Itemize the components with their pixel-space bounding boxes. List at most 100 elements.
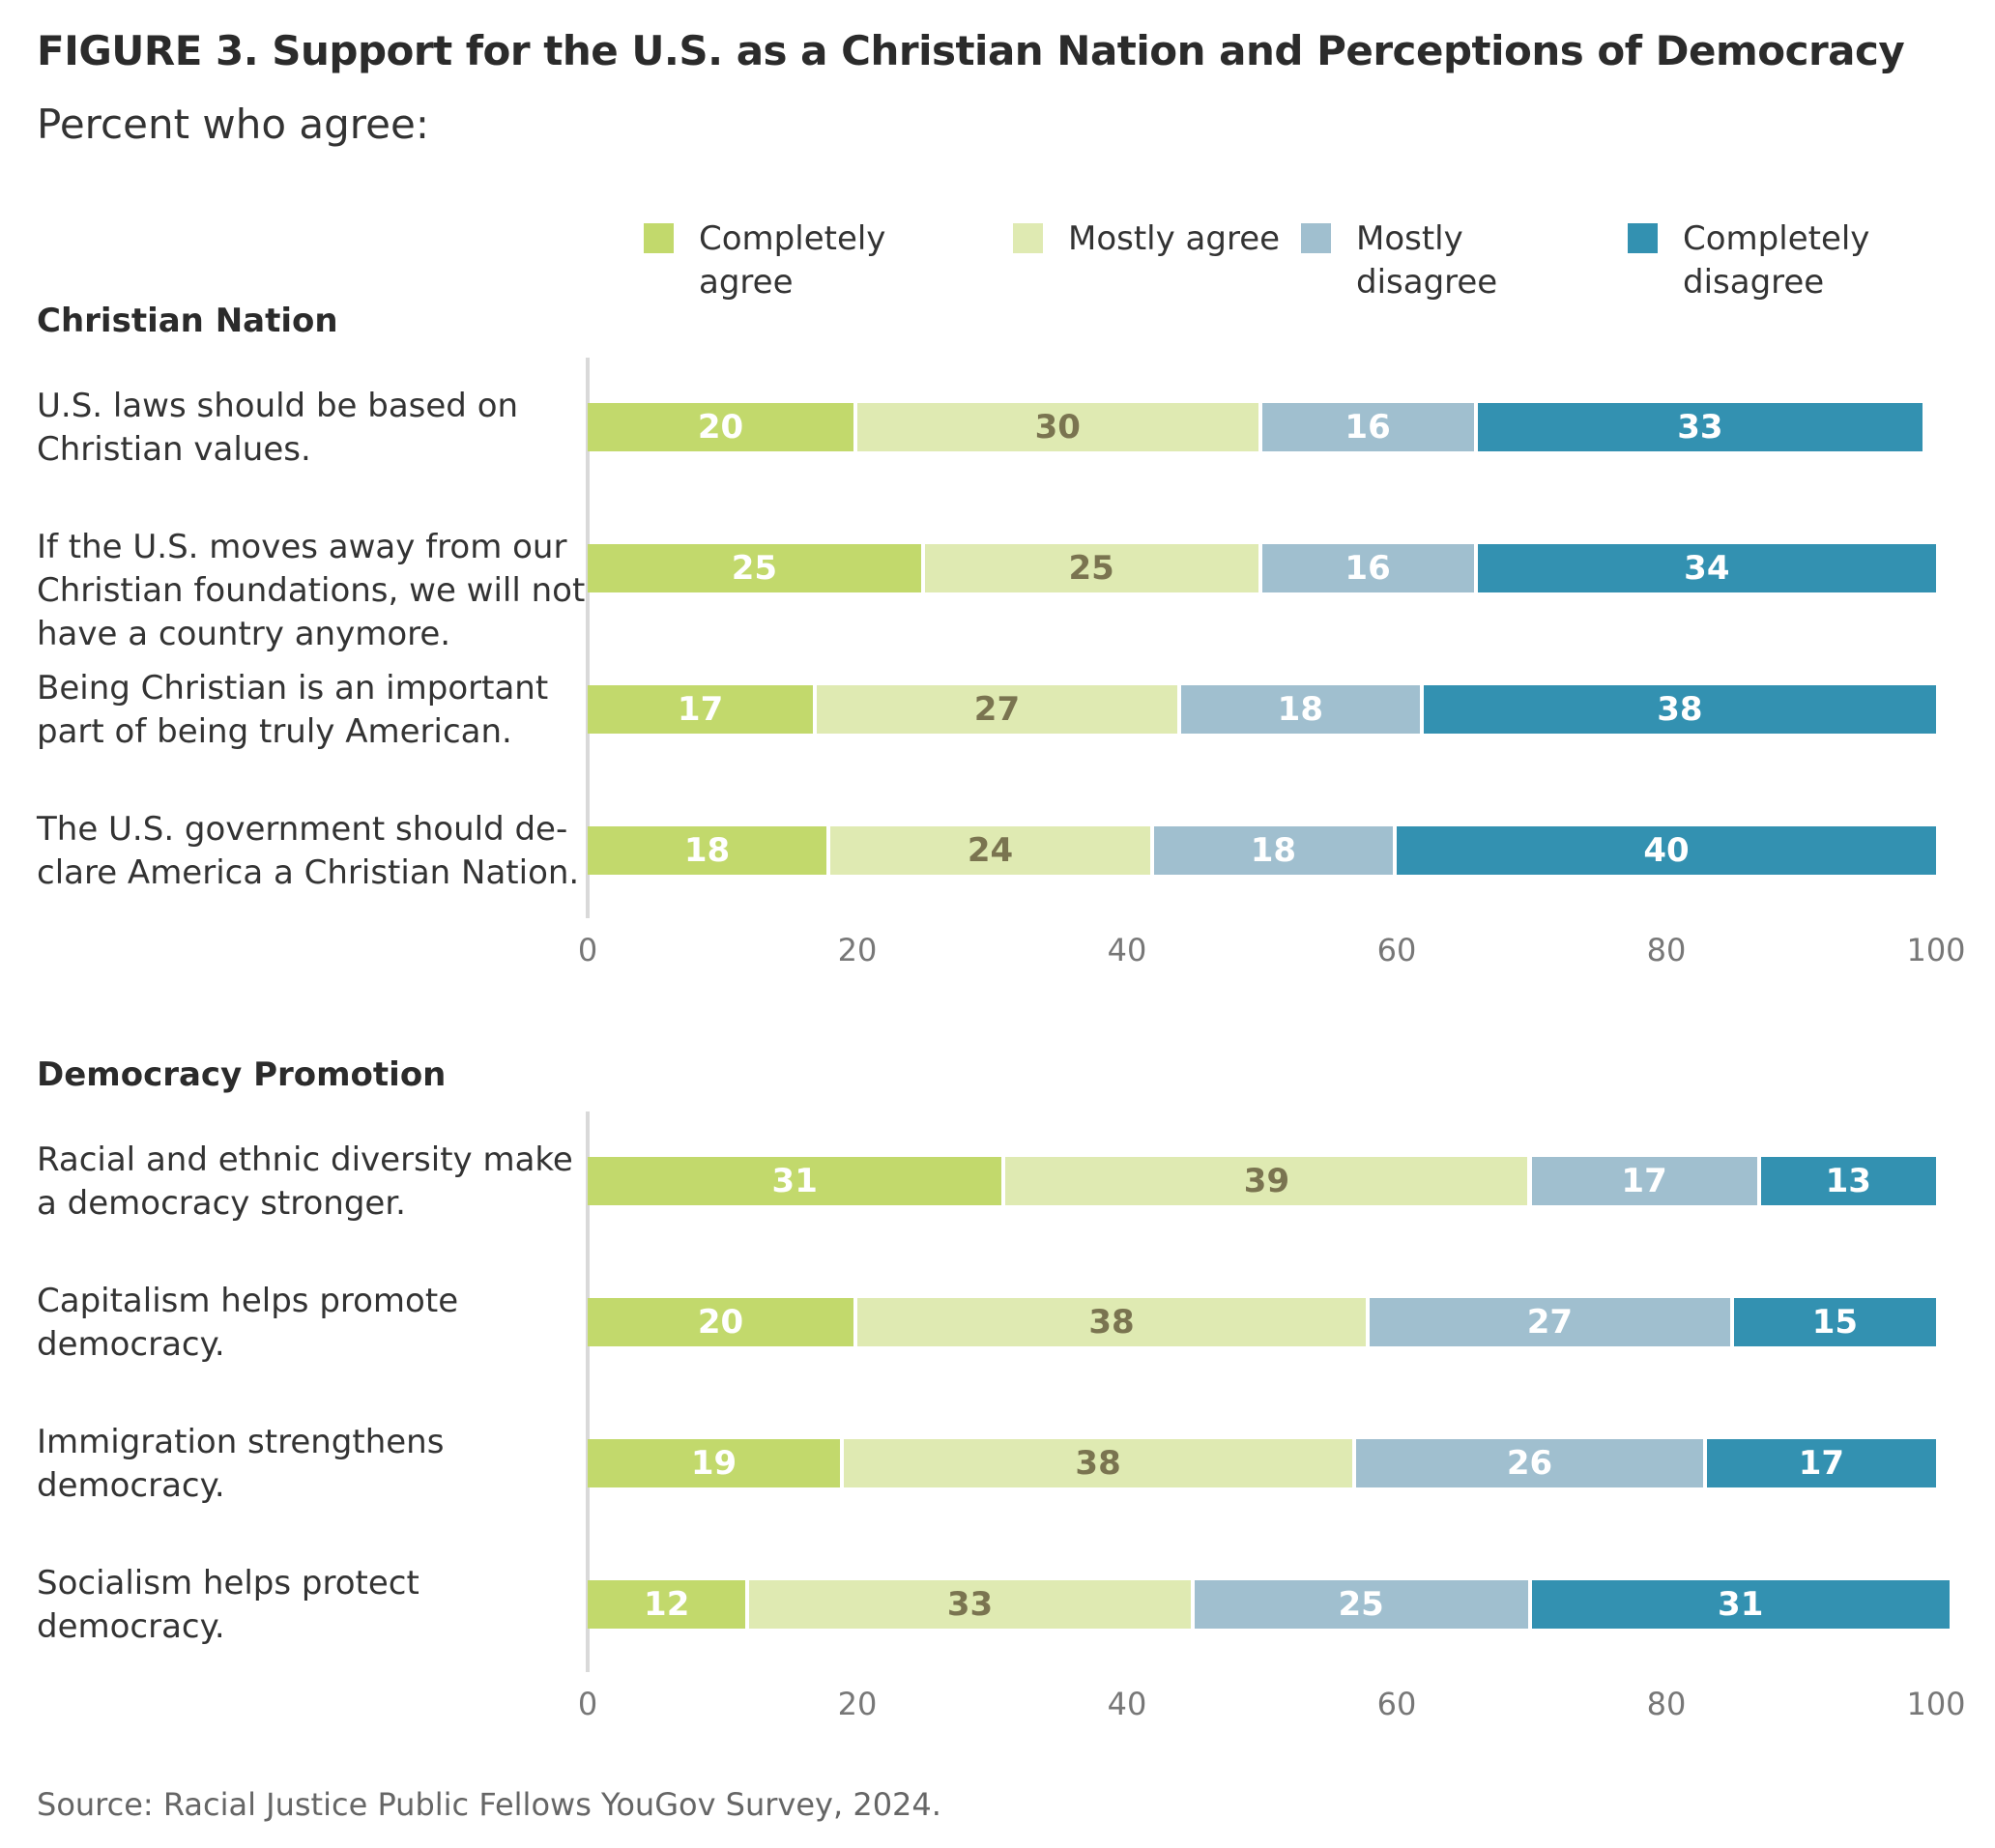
category-label: The U.S. government should de-clare Amer… xyxy=(37,810,580,892)
data-label: 20 xyxy=(697,408,744,447)
data-label: 30 xyxy=(1034,408,1081,447)
data-label: 18 xyxy=(1250,831,1297,870)
bar-segment-completely-disagree: 31 xyxy=(1531,1580,1950,1629)
data-label: 16 xyxy=(1344,549,1391,588)
x-tick-label: 100 xyxy=(1906,1686,1966,1722)
data-label: 18 xyxy=(1277,690,1323,729)
data-label: 16 xyxy=(1344,408,1391,447)
data-label: 13 xyxy=(1825,1162,1871,1200)
bar-segment-mostly-disagree: 17 xyxy=(1531,1157,1761,1205)
data-label: 17 xyxy=(1621,1162,1667,1200)
chart-subtitle: Percent who agree: xyxy=(37,101,429,148)
legend-swatch-mostly-agree xyxy=(1013,223,1043,253)
x-tick-label: 0 xyxy=(577,1686,598,1722)
legend-swatch-completely-disagree xyxy=(1628,223,1658,253)
source-note: Source: Racial Justice Public Fellows Yo… xyxy=(37,1786,941,1823)
figure-label: FIGURE 3. xyxy=(37,27,259,74)
bar-segment-completely-disagree: 33 xyxy=(1477,403,1923,451)
bar-segment-completely-disagree: 13 xyxy=(1760,1157,1936,1205)
data-label: 38 xyxy=(1075,1444,1121,1483)
panel-heading: Christian Nation xyxy=(37,302,338,340)
category-label: U.S. laws should be based on Christian v… xyxy=(37,387,519,469)
legend-swatch-mostly-disagree xyxy=(1301,223,1331,253)
bar-segment-mostly-disagree: 16 xyxy=(1261,403,1478,451)
bar-segment-completely-agree: 19 xyxy=(588,1439,845,1487)
data-label: 38 xyxy=(1088,1303,1135,1342)
legend-item-mostly-agree: Mostly agree xyxy=(1013,217,1281,261)
data-label: 17 xyxy=(677,690,724,729)
bar-segment-mostly-disagree: 18 xyxy=(1153,826,1397,875)
legend-label: Completely disagree xyxy=(1683,219,1870,302)
bar-segment-mostly-agree: 38 xyxy=(844,1439,1357,1487)
legend-label: Completely agree xyxy=(699,219,886,302)
bar-segment-completely-agree: 31 xyxy=(588,1157,1006,1205)
bar-segment-mostly-agree: 25 xyxy=(924,544,1262,592)
x-tick-label: 60 xyxy=(1376,932,1417,968)
bar-segment-completely-agree: 20 xyxy=(588,403,857,451)
y-axis-line xyxy=(586,358,590,918)
chart-title: FIGURE 3. Support for the U.S. as a Chris… xyxy=(37,27,1905,74)
bar-segment-mostly-disagree: 18 xyxy=(1180,685,1424,734)
bar-segment-mostly-disagree: 25 xyxy=(1194,1580,1532,1629)
data-label: 31 xyxy=(1718,1585,1764,1624)
bar-segment-completely-disagree: 34 xyxy=(1477,544,1936,592)
data-label: 27 xyxy=(973,690,1021,729)
category-label: Immigration strengthens democracy. xyxy=(37,1423,445,1505)
panel-heading: Democracy Promotion xyxy=(37,1055,447,1094)
panel-democracy-promotion: Democracy Promotion Racial and ethnic di… xyxy=(0,1055,1995,1771)
bar-segment-completely-agree: 12 xyxy=(588,1580,750,1629)
data-label: 24 xyxy=(967,831,1014,870)
bar-segment-mostly-disagree: 27 xyxy=(1370,1298,1734,1346)
bar-segment-completely-disagree: 17 xyxy=(1706,1439,1936,1487)
legend-item-completely-agree: Completely agree xyxy=(644,217,911,304)
data-label: 12 xyxy=(644,1585,690,1624)
data-label: 25 xyxy=(1068,549,1114,588)
bar-segment-completely-agree: 17 xyxy=(588,685,818,734)
legend: Completely agree Mostly agree Mostly dis… xyxy=(0,217,1995,314)
data-label: 25 xyxy=(1338,1585,1384,1624)
bar-segment-mostly-disagree: 16 xyxy=(1261,544,1478,592)
data-label: 33 xyxy=(946,1585,994,1624)
data-label: 34 xyxy=(1684,549,1730,588)
data-label: 20 xyxy=(697,1303,744,1342)
figure-title: Support for the U.S. as a Christian Nati… xyxy=(272,27,1905,74)
x-tick-label: 20 xyxy=(837,932,878,968)
bar-segment-mostly-agree: 38 xyxy=(857,1298,1371,1346)
legend-item-mostly-disagree: Mostly disagree xyxy=(1301,217,1569,304)
legend-swatch-completely-agree xyxy=(644,223,674,253)
bar-segment-mostly-agree: 30 xyxy=(857,403,1262,451)
x-tick-label: 60 xyxy=(1376,1686,1417,1722)
category-label: If the U.S. moves away from our Christia… xyxy=(37,528,586,653)
bar-segment-mostly-agree: 33 xyxy=(749,1580,1195,1629)
data-label: 15 xyxy=(1811,1303,1859,1342)
legend-label: Mostly disagree xyxy=(1356,219,1498,302)
bar-segment-completely-disagree: 40 xyxy=(1397,826,1936,875)
bar-segment-completely-disagree: 15 xyxy=(1733,1298,1936,1346)
bar-segment-mostly-agree: 39 xyxy=(1005,1157,1532,1205)
data-label: 38 xyxy=(1657,690,1703,729)
x-tick-label: 40 xyxy=(1107,932,1147,968)
x-tick-label: 40 xyxy=(1107,1686,1147,1722)
category-label: Racial and ethnic diversity make a democ… xyxy=(37,1141,573,1223)
data-label: 39 xyxy=(1243,1162,1290,1200)
data-label: 33 xyxy=(1677,408,1723,447)
bar-segment-mostly-agree: 27 xyxy=(817,685,1181,734)
bar-segment-mostly-agree: 24 xyxy=(830,826,1154,875)
bar-segment-completely-agree: 18 xyxy=(588,826,831,875)
x-tick-label: 80 xyxy=(1646,932,1687,968)
panel-christian-nation: Christian Nation U.S. laws should be bas… xyxy=(0,302,1995,1017)
legend-item-completely-disagree: Completely disagree xyxy=(1628,217,1895,304)
x-tick-label: 100 xyxy=(1906,932,1966,968)
y-axis-line xyxy=(586,1112,590,1672)
bar-segment-completely-disagree: 38 xyxy=(1423,685,1936,734)
data-label: 25 xyxy=(731,549,778,588)
category-label: Capitalism helps promote democracy. xyxy=(37,1282,459,1364)
data-label: 18 xyxy=(683,831,731,870)
data-label: 19 xyxy=(690,1444,737,1483)
category-label: Socialism helps protect democracy. xyxy=(37,1564,419,1646)
data-label: 17 xyxy=(1798,1444,1845,1483)
legend-label: Mostly agree xyxy=(1068,219,1281,258)
x-tick-label: 80 xyxy=(1646,1686,1687,1722)
x-tick-label: 20 xyxy=(837,1686,878,1722)
category-label: Being Christian is an important part of … xyxy=(37,669,549,751)
